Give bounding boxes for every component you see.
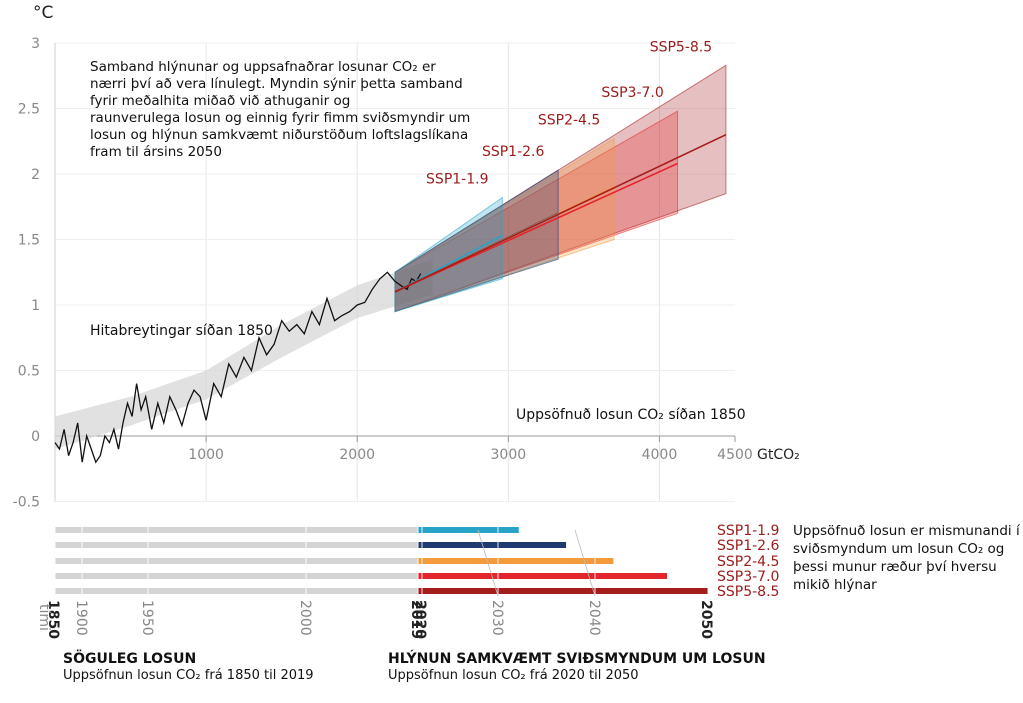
- timeline-year-label: 2050: [698, 600, 714, 639]
- scenario-bar-label: SSP1-1.9: [717, 523, 779, 539]
- timeline-year-label: 2040: [586, 600, 602, 636]
- x-tick-label: 4000: [642, 447, 678, 463]
- footer-right-title: HLÝNUN SAMKVÆMT SVIÐSMYNDUM UM LOSUN: [388, 649, 766, 667]
- scenario-label: SSP5-8.5: [650, 39, 712, 55]
- scenario-center-line: [394, 162, 678, 293]
- scenario-label: SSP3-7.0: [601, 85, 663, 101]
- note-line: mikið hlýnar: [793, 577, 877, 593]
- timeline-year-label: 2019: [408, 600, 424, 639]
- y-tick-label: -0.5: [13, 495, 40, 511]
- x-unit-label: GtCO₂: [757, 447, 800, 463]
- x-tick-label: 2000: [339, 447, 375, 463]
- scenario-bar-label: SSP5-8.5: [717, 584, 779, 600]
- scenario-bar: [418, 588, 708, 594]
- y-tick-label: 3: [31, 36, 40, 52]
- cumulative-emissions-label: Uppsöfnuð losun CO₂ síðan 1850: [516, 407, 746, 423]
- y-tick-label: 1.5: [18, 233, 40, 249]
- observed-band: [55, 259, 433, 450]
- scenario-bar-label: SSP2-4.5: [717, 554, 779, 570]
- timeline-year-label: 1900: [73, 600, 89, 636]
- scenario-bar-label: SSP1-2.6: [717, 538, 780, 554]
- year-connector: [477, 529, 499, 597]
- axis-ticks: -0.5 0 0.5 1 1.5 2 2.5 3 1000 2000 3000 4000 4500: [13, 36, 753, 511]
- scenario-bars: [54, 524, 709, 597]
- scenario-bar: [418, 527, 519, 533]
- note-line: sviðsmyndum um losun CO₂ og: [793, 541, 1005, 557]
- scenario-band: [394, 196, 503, 313]
- observed-series-label: Hitabreytingar síðan 1850: [90, 323, 273, 339]
- intro-line: fram til ársins 2050: [90, 144, 222, 160]
- timeline-year-label: 1850: [45, 600, 61, 639]
- timeline-year-label: 2000: [297, 600, 313, 636]
- timeline-year-label: 1950: [139, 600, 155, 636]
- year-connector: [574, 529, 596, 597]
- timeline-year-label: 2020: [412, 600, 428, 639]
- y-unit-label: °C: [33, 3, 53, 23]
- historical-bar: [55, 558, 418, 564]
- timeline-year-label: 2030: [489, 600, 505, 636]
- historical-bar: [55, 588, 418, 594]
- intro-line: raunverulega losun og einnig fyrir fimm …: [90, 110, 471, 126]
- intro-line: Samband hlýnunar og uppsafnaðrar losunar…: [90, 59, 436, 75]
- right-note: Uppsöfnuð losun er mismunandi í sviðsmyn…: [793, 522, 1020, 594]
- footer-left-title: SÖGULEG LOSUN: [63, 649, 196, 667]
- scenario-bar: [418, 558, 614, 564]
- scenario-bar-label: SSP3-7.0: [717, 569, 779, 585]
- note-line: Uppsöfnuð losun er mismunandi í: [793, 523, 1020, 539]
- scenario-bar: [418, 542, 567, 548]
- scenario-label: SSP1-2.6: [482, 144, 545, 160]
- scenario-bands: [394, 64, 727, 313]
- scenario-bar: [418, 573, 668, 579]
- y-tick-label: 2: [31, 167, 40, 183]
- x-tick-label: 1000: [188, 447, 224, 463]
- x-tick-label: 4500: [717, 447, 753, 463]
- note-line: þessi munur ræður því hversu: [793, 559, 997, 575]
- observed-line: [54, 271, 422, 464]
- observed-temperature-line: [54, 271, 422, 464]
- y-tick-label: 2.5: [18, 102, 40, 118]
- y-tick-label: 0.5: [18, 364, 40, 380]
- scenario-center-lines: [394, 133, 727, 293]
- historical-bar: [55, 542, 418, 548]
- historical-bar: [55, 573, 418, 579]
- scenario-label: SSP2-4.5: [538, 113, 600, 129]
- footer-left-subtitle: Uppsöfnun losun CO₂ frá 1850 til 2019: [63, 668, 314, 683]
- intro-text: Samband hlýnunar og uppsafnaðrar losunar…: [90, 59, 470, 161]
- historical-bar: [55, 527, 418, 533]
- y-tick-label: 0: [31, 429, 40, 445]
- intro-line: losun og hlýnun samkvæmt niðurstöðum lof…: [90, 127, 469, 143]
- scenario-label: SSP1-1.9: [426, 172, 488, 188]
- y-tick-label: 1: [31, 298, 40, 314]
- observed-uncertainty-band: [55, 259, 433, 450]
- x-tick-label: 3000: [491, 447, 527, 463]
- scenario-center-line: [394, 133, 727, 293]
- timeline-label: tími: [36, 604, 52, 631]
- intro-line: nærri því að vera línulegt. Myndin sýnir…: [90, 76, 463, 92]
- footer-right-subtitle: Uppsöfnun losun CO₂ frá 2020 til 2050: [388, 668, 639, 683]
- intro-line: fyrir meðalhita miðað við athuganir og: [90, 93, 351, 109]
